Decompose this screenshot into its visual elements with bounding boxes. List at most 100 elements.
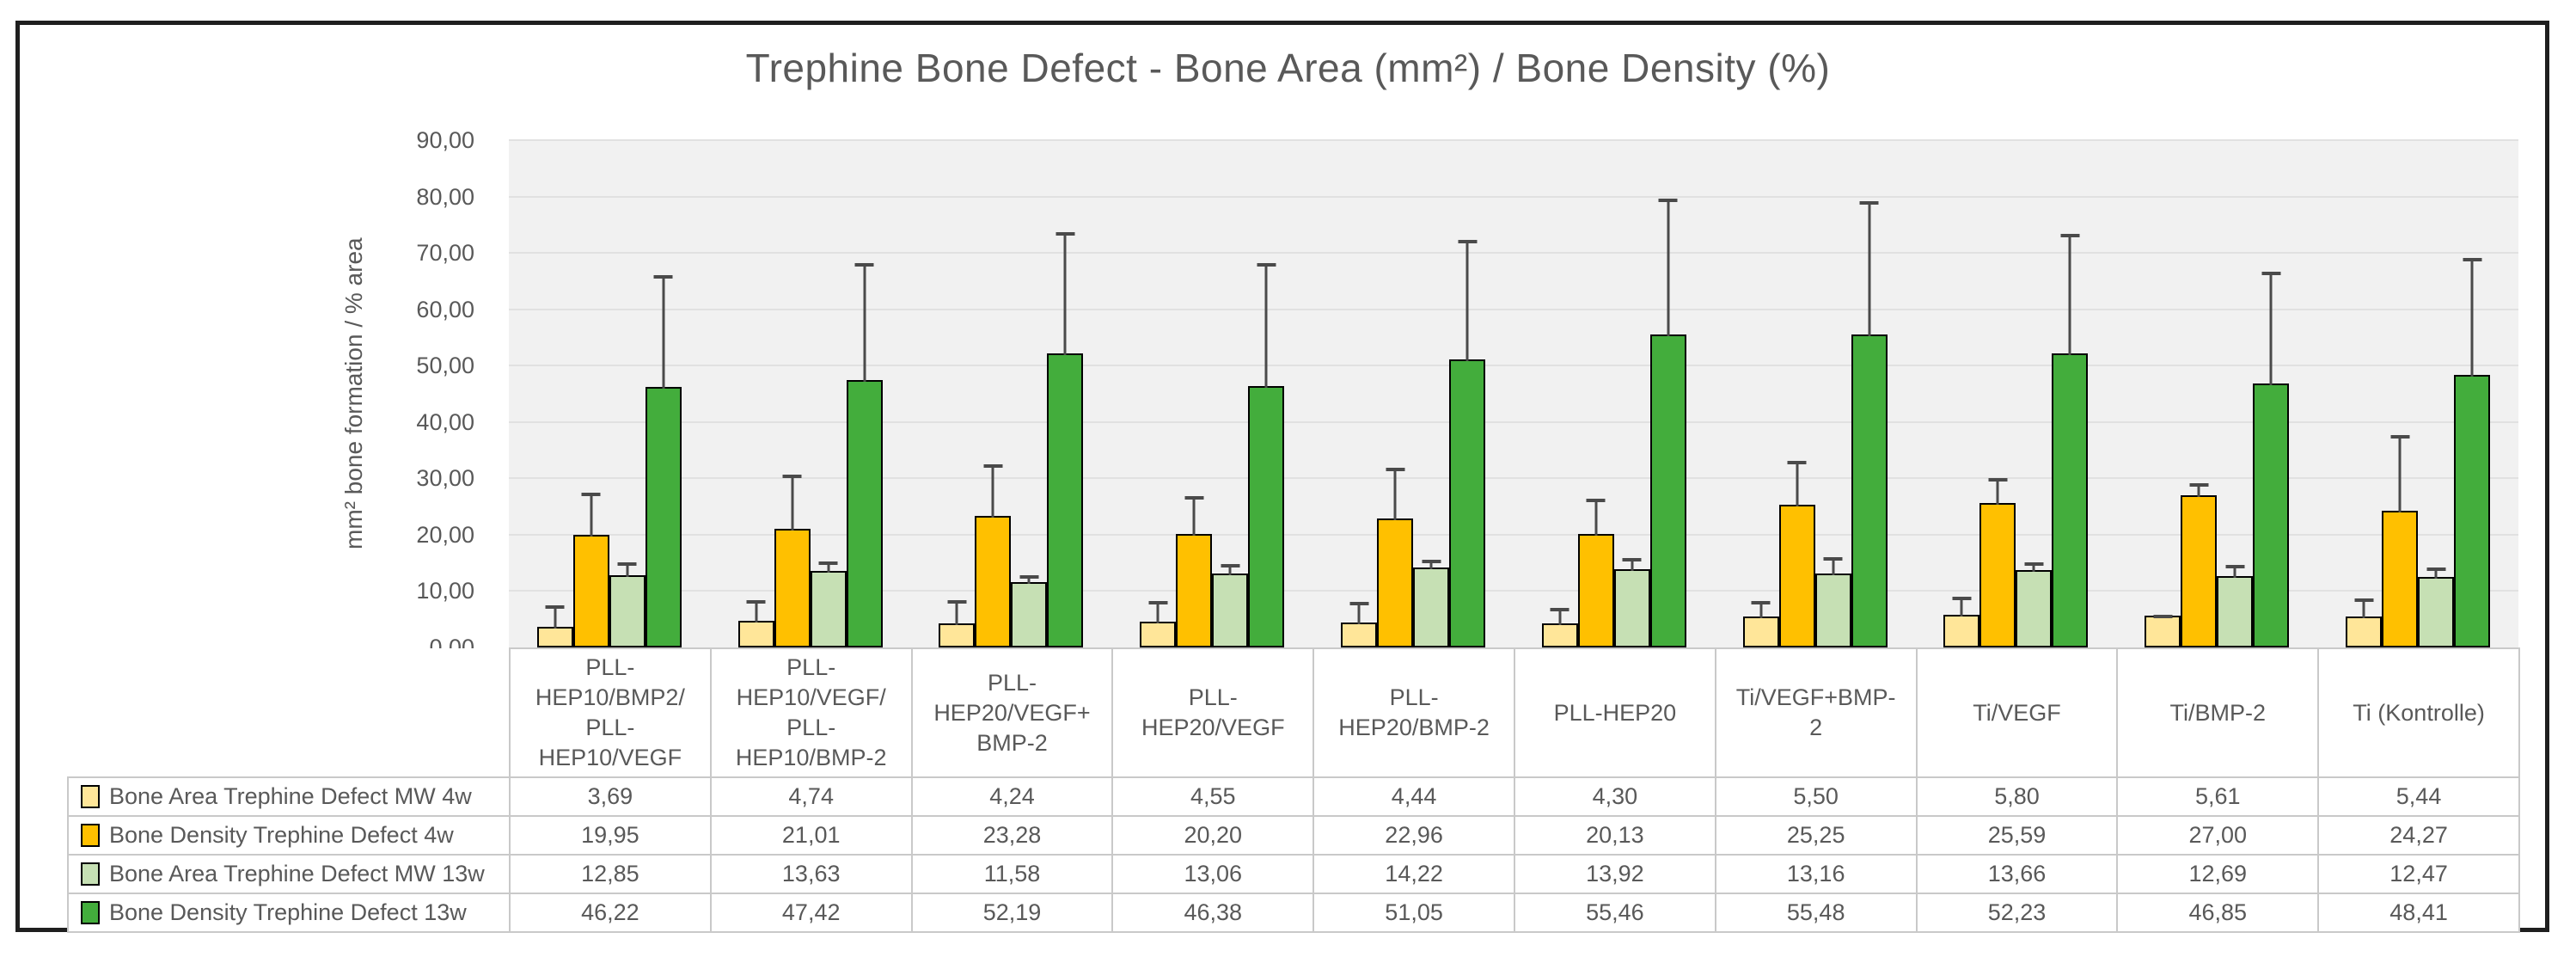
error-bar bbox=[581, 493, 601, 537]
error-bar bbox=[2261, 272, 2281, 385]
error-bar-cap bbox=[1586, 498, 1606, 502]
table-value-cell: 46,22 bbox=[509, 893, 712, 934]
error-bar bbox=[1257, 263, 1276, 388]
category-header: Ti (Kontrolle) bbox=[2317, 647, 2520, 779]
bar-series-2 bbox=[1176, 495, 1213, 647]
error-bar-cap bbox=[1184, 495, 1204, 500]
error-bar bbox=[746, 599, 766, 623]
bar-series-4 bbox=[1449, 240, 1486, 647]
table-value-cell: 25,25 bbox=[1714, 815, 1918, 856]
bar-series-4 bbox=[846, 262, 883, 647]
bar-series-2 bbox=[1778, 460, 1815, 647]
table-value-cell: 12,85 bbox=[509, 854, 712, 895]
category-header: PLL-HEP20/VEGF bbox=[1111, 647, 1315, 779]
error-bar bbox=[782, 474, 802, 531]
table-value-cell: 46,85 bbox=[2116, 893, 2320, 934]
gridline bbox=[509, 195, 2518, 198]
bar-group bbox=[710, 140, 911, 647]
bar-series-1 bbox=[1943, 597, 1980, 647]
table-value-cell: 52,23 bbox=[1915, 893, 2119, 934]
table-value-cell: 13,66 bbox=[1915, 854, 2119, 895]
y-tick-label: 10,00 bbox=[416, 578, 474, 604]
error-bar-cap bbox=[854, 262, 874, 267]
legend-item: Bone Area Trephine Defect MW 4w bbox=[67, 776, 511, 818]
error-bar bbox=[854, 262, 874, 383]
bar-series-2 bbox=[975, 464, 1012, 647]
bar-group bbox=[1111, 140, 1312, 647]
bar-series-4 bbox=[2052, 233, 2089, 647]
bar-series-4 bbox=[2454, 258, 2491, 647]
bar-series-3 bbox=[1814, 557, 1851, 647]
error-bar-cap bbox=[2261, 272, 2281, 276]
gridline bbox=[509, 365, 2518, 367]
bar-series-1 bbox=[737, 599, 774, 647]
error-bar-cap bbox=[617, 562, 637, 567]
table-value-cell: 51,05 bbox=[1312, 893, 1515, 934]
error-bar bbox=[1859, 200, 1879, 337]
bar-group bbox=[2116, 140, 2317, 647]
bar-series-3 bbox=[2217, 565, 2254, 647]
error-bar bbox=[2060, 233, 2080, 355]
bar-series-1 bbox=[2145, 614, 2181, 647]
error-bar bbox=[1349, 601, 1369, 624]
error-bar bbox=[1550, 607, 1569, 625]
table-value-cell: 3,69 bbox=[509, 776, 712, 818]
error-bar bbox=[1658, 198, 1678, 337]
error-bar bbox=[1988, 478, 2008, 506]
bar-series-4 bbox=[1649, 198, 1686, 647]
y-tick-label: 50,00 bbox=[416, 353, 474, 379]
bar-series-3 bbox=[2418, 567, 2455, 647]
category-header: PLL-HEP20/BMP-2 bbox=[1312, 647, 1515, 779]
table-value-cell: 13,63 bbox=[709, 854, 913, 895]
table-value-cell: 5,44 bbox=[2317, 776, 2520, 818]
gridline bbox=[509, 477, 2518, 480]
bar-series-1 bbox=[1541, 607, 1578, 647]
bar-series-4 bbox=[645, 275, 682, 647]
bar-series-3 bbox=[810, 561, 847, 647]
bar-series-1 bbox=[1140, 600, 1177, 647]
y-tick-label: 90,00 bbox=[416, 127, 474, 153]
error-bar bbox=[1787, 460, 1807, 507]
table-value-cell: 20,13 bbox=[1513, 815, 1716, 856]
error-bar-cap bbox=[947, 599, 967, 604]
bar-series-3 bbox=[609, 562, 646, 647]
legend-item: Bone Area Trephine Defect MW 13w bbox=[67, 854, 511, 895]
error-bar-cap bbox=[1550, 607, 1569, 611]
error-bar bbox=[1221, 564, 1240, 576]
bar-series-3 bbox=[1011, 575, 1048, 647]
error-bar-cap bbox=[1787, 460, 1807, 464]
error-bar bbox=[2024, 561, 2044, 573]
error-bar-cap bbox=[1221, 564, 1240, 568]
table-value-cell: 11,58 bbox=[910, 854, 1114, 895]
table-value-cell: 55,46 bbox=[1513, 893, 1716, 934]
bar-series-3 bbox=[1413, 560, 1450, 647]
table-value-cell: 5,50 bbox=[1714, 776, 1918, 818]
table-value-cell: 4,74 bbox=[709, 776, 913, 818]
error-bar bbox=[1952, 597, 1972, 617]
error-bar bbox=[1184, 495, 1204, 536]
bar-series-1 bbox=[2346, 598, 2383, 647]
error-bar-cap bbox=[1148, 600, 1168, 604]
error-bar-cap bbox=[1988, 478, 2008, 482]
table-value-cell: 13,92 bbox=[1513, 854, 1716, 895]
error-bar bbox=[1586, 498, 1606, 537]
error-bar-cap bbox=[782, 474, 802, 478]
error-bar-cap bbox=[2225, 565, 2245, 569]
bar-series-4 bbox=[2253, 272, 2290, 647]
bar-series-2 bbox=[572, 493, 609, 647]
gridline bbox=[509, 308, 2518, 310]
table-value-cell: 4,30 bbox=[1513, 776, 1716, 818]
gridline bbox=[509, 420, 2518, 423]
error-bar bbox=[545, 604, 565, 629]
gridline bbox=[509, 533, 2518, 536]
bar-group bbox=[1312, 140, 1514, 647]
error-bar-cap bbox=[1751, 601, 1771, 605]
table-value-cell: 55,48 bbox=[1714, 893, 1918, 934]
error-bar bbox=[2354, 598, 2374, 619]
category-header: PLL-HEP20/VEGF+BMP-2 bbox=[910, 647, 1114, 779]
table-corner-blank bbox=[68, 648, 510, 778]
error-bar bbox=[617, 562, 637, 577]
legend-label: Bone Density Trephine Defect 13w bbox=[109, 899, 467, 926]
table-value-cell: 47,42 bbox=[709, 893, 913, 934]
error-bar-cap bbox=[1386, 467, 1405, 471]
